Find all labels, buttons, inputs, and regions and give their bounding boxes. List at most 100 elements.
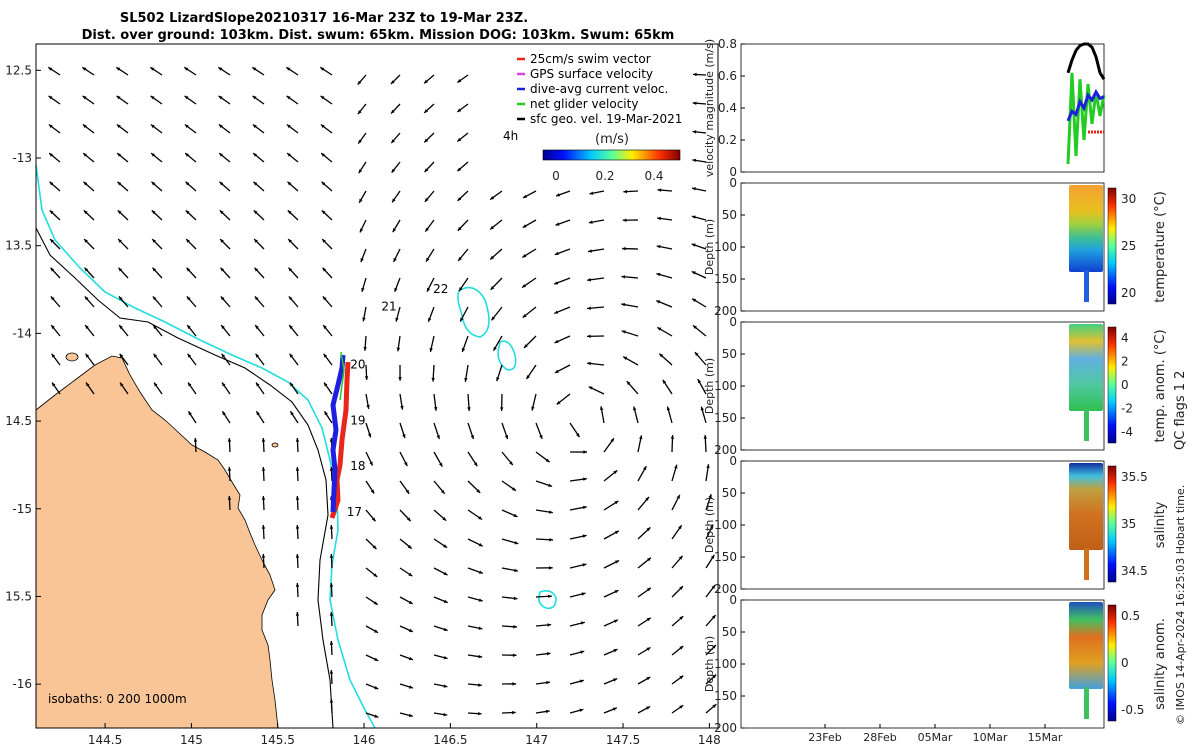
velocity-arrow-head xyxy=(622,218,627,222)
time-axis: 23Feb 28Feb 05Mar 10Mar 15Mar xyxy=(808,724,1063,744)
velocity-arrow-head xyxy=(374,657,379,661)
velocity-arrow-head xyxy=(187,325,191,329)
panel-ylabel: Depth (m) xyxy=(703,497,716,553)
velocity-arrow-head xyxy=(82,67,87,71)
velocity-arrow-head xyxy=(256,382,260,387)
y-tick-label: 150 xyxy=(714,411,737,425)
colorbar-tick-label: 4 xyxy=(1121,331,1129,345)
velocity-arrow-head xyxy=(442,516,447,521)
y-tick-label: 200 xyxy=(714,721,737,735)
velocity-arrow-head xyxy=(286,95,291,100)
velocity-arrow-head xyxy=(614,500,619,505)
velocity-arrow-head xyxy=(610,438,614,443)
velocity-arrow-head xyxy=(547,623,552,627)
velocity-arrow-head xyxy=(222,411,226,416)
velocity-arrow-head xyxy=(424,197,429,202)
velocity-arrow-head xyxy=(84,239,88,243)
velocity-arrow-head xyxy=(477,711,482,716)
velocity-arrow-head xyxy=(460,317,464,322)
velocity-arrow-head xyxy=(329,641,334,645)
y-tick-label: 0 xyxy=(729,315,737,329)
y-tick-label: 150 xyxy=(714,689,737,703)
velocity-arrow-head xyxy=(478,598,483,602)
velocity-arrow-head xyxy=(86,382,90,387)
velocity-arrow-head xyxy=(646,647,651,651)
velocity-arrow-head xyxy=(478,683,482,687)
velocity-arrow-head xyxy=(321,153,326,157)
map-panel: 144.5 145 145.5 146 146.5 147 147.5 148 12.5 -13… xyxy=(5,43,721,747)
velocity-arrow-head xyxy=(694,352,699,356)
velocity-arrow-head xyxy=(52,382,56,387)
velocity-arrow-head xyxy=(646,587,651,592)
velocity-arrow-head xyxy=(674,464,678,469)
velocity-arrow-head xyxy=(83,153,88,157)
velocity-arrow-head xyxy=(321,210,326,215)
velocity-arrow-head xyxy=(657,327,662,331)
velocity-arrow-head xyxy=(526,375,530,380)
velocity-arrow-head xyxy=(490,255,495,260)
velocity-arrow-head xyxy=(218,95,223,100)
velocity-arrow-head xyxy=(429,347,433,352)
velocity-arrow-head xyxy=(153,353,158,358)
velocity-arrow-head xyxy=(393,257,397,262)
velocity-arrow-head xyxy=(622,246,626,251)
velocity-arrow-head xyxy=(82,124,87,129)
velocity-arrow-head xyxy=(461,348,466,353)
velocity-arrow-head xyxy=(372,545,377,550)
velocity-arrow-head xyxy=(392,198,396,203)
y-tick-label: 0.2 xyxy=(718,133,737,147)
series-line xyxy=(1066,42,1106,80)
velocity-arrow-head xyxy=(646,677,651,681)
colorbar-units: (m/s) xyxy=(595,132,629,147)
velocity-arrow-head xyxy=(614,590,619,594)
velocity-arrow-head xyxy=(218,124,223,129)
x-tick-label: 145 xyxy=(180,733,203,747)
velocity-arrow-head xyxy=(408,713,413,718)
velocity-arrow-head xyxy=(408,628,413,632)
map-x-axis: 144.5 145 145.5 146 146.5 147 147.5 148 xyxy=(88,723,721,747)
velocity-arrow-head xyxy=(391,109,395,114)
velocity-arrow-head xyxy=(184,67,189,71)
time-tick-label: 05Mar xyxy=(918,731,953,744)
velocity-arrow-head xyxy=(576,433,580,438)
velocity-arrow-head xyxy=(408,656,413,661)
velocity-arrow-head xyxy=(621,330,626,334)
velocity-arrow-head xyxy=(599,406,604,411)
velocity-arrow-head xyxy=(117,210,122,215)
heatmap-block xyxy=(1069,185,1103,273)
velocity-arrow-head xyxy=(582,505,587,510)
velocity-arrow-head xyxy=(405,489,410,494)
velocity-arrow-head xyxy=(218,67,223,71)
velocity-arrow-head xyxy=(253,210,258,215)
velocity-arrow-head xyxy=(367,433,372,438)
velocity-arrow-head xyxy=(117,181,122,186)
velocity-arrow-head xyxy=(185,153,190,157)
velocity-arrow-head xyxy=(612,707,617,711)
velocity-arrow-head xyxy=(587,361,591,366)
velocity-arrow-head xyxy=(478,543,483,547)
velocity-arrow-head xyxy=(359,228,364,233)
isobath-200 xyxy=(35,227,334,729)
velocity-arrow-head xyxy=(656,300,661,304)
y-tick-label: 0.4 xyxy=(718,101,737,115)
panel-4: 0 50 100 150 200 Depth (m) 0.5 0 -0.5 salinity an… xyxy=(703,593,1168,735)
velocity-arrow-head xyxy=(364,376,369,380)
heatmap-tail xyxy=(1084,687,1089,720)
velocity-arrow-head xyxy=(261,525,266,529)
velocity-arrow-head xyxy=(582,534,587,538)
velocity-arrow-head xyxy=(613,619,618,623)
y-tick-label: 100 xyxy=(714,518,737,532)
velocity-arrow-head xyxy=(581,592,586,596)
colorbar-label: salinity xyxy=(1153,501,1168,548)
colorbar-tick-label: 0 xyxy=(1121,378,1129,392)
velocity-arrow-head xyxy=(188,411,192,416)
y-tick-label: -16 xyxy=(12,677,32,691)
isobaths-label: isobaths: 0 200 1000m xyxy=(48,692,187,706)
velocity-arrow-head xyxy=(554,369,559,373)
velocity-arrow-head xyxy=(691,215,696,219)
velocity-arrow-head xyxy=(152,296,157,301)
velocity-arrow-head xyxy=(679,705,684,709)
velocity-arrow-head xyxy=(657,188,662,192)
velocity-arrow-head xyxy=(656,272,661,277)
panel-ylabel: velocity magnitude (m/s) xyxy=(703,39,716,177)
